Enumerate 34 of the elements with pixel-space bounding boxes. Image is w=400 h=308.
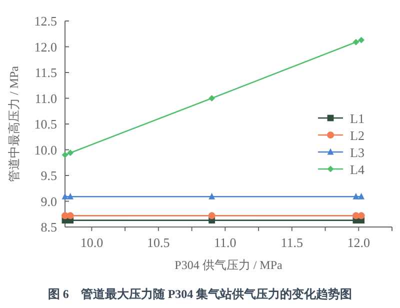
y-tick-label: 10.5	[34, 116, 57, 132]
y-tick-label: 9.5	[40, 168, 57, 183]
point	[352, 38, 360, 46]
point	[358, 36, 364, 44]
point	[67, 150, 74, 156]
text: 图 6 管道最大压力随 P304 集气站供气压力的变化趋势图	[48, 287, 352, 301]
y-tick-label: 11.5	[34, 65, 57, 80]
y-tick-label: 10.0	[34, 142, 57, 158]
legend-label: L1	[350, 111, 364, 126]
y-tick-label: 9.0	[40, 194, 57, 209]
point	[208, 95, 216, 102]
point	[208, 212, 216, 220]
x-tick-label: 11.0	[214, 235, 236, 250]
y-axis-title: 管道中最高压力 / MPa	[7, 65, 21, 182]
x-tick-label: 12.0	[347, 235, 370, 250]
point	[352, 192, 360, 200]
point	[67, 192, 74, 200]
x-tick-label: 11.5	[280, 235, 304, 250]
point	[358, 212, 365, 220]
point	[62, 192, 68, 200]
x-tick-label: 10.5	[147, 235, 170, 250]
legend-label: L2	[350, 128, 364, 143]
x-axis-title: P304 供气压力 / MPa	[174, 258, 284, 272]
x-tick-label: 10.0	[80, 235, 104, 250]
legend-label: L3	[350, 145, 364, 160]
y-tick-label: 11.0	[34, 90, 57, 106]
point	[62, 152, 68, 158]
point	[66, 212, 74, 220]
y-tick-label: 12.5	[34, 14, 57, 28]
y-tick-label: 12.0	[34, 39, 57, 54]
y-tick-label: 8.5	[40, 220, 57, 234]
legend-label: L4	[350, 162, 365, 177]
point	[208, 192, 216, 200]
point	[358, 192, 364, 200]
